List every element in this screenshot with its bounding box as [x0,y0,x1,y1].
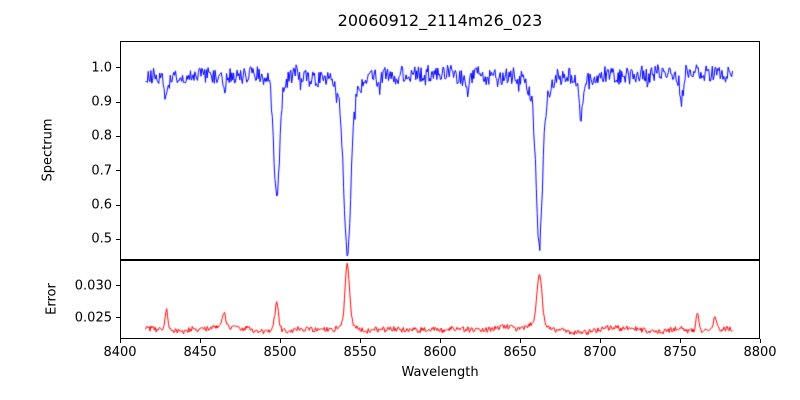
y-tick-label: 0.8 [91,128,112,144]
x-tick-mark [759,339,761,343]
y-tick-mark [116,101,120,103]
y-tick-label: 0.7 [91,163,112,179]
x-tick-mark [119,339,121,343]
x-tick-mark [279,339,281,343]
x-tick-mark [359,339,361,343]
y-tick-mark [116,135,120,137]
x-tick-mark [439,339,441,343]
y-tick-label: 0.9 [91,94,112,110]
y-tick-mark [116,67,120,69]
y-tick-mark [116,317,120,319]
y-tick-label: 0.030 [74,278,112,294]
spectrum-plot-area [120,41,760,260]
x-tick-label: 8750 [663,345,697,360]
x-tick-label: 8700 [583,345,617,360]
x-tick-label: 8450 [183,345,217,360]
x-tick-mark [679,339,681,343]
error-plot-area [120,260,760,339]
x-axis-label: Wavelength [401,365,479,380]
y-tick-mark [116,238,120,240]
x-tick-mark [519,339,521,343]
y-tick-mark [116,204,120,206]
x-tick-label: 8400 [103,345,137,360]
y-tick-label: 0.5 [91,231,112,247]
y-tick-mark [116,170,120,172]
y-tick-label: 0.6 [91,197,112,213]
y-tick-label: 1.0 [91,60,112,76]
y-tick-mark [116,285,120,287]
x-tick-mark [599,339,601,343]
x-tick-label: 8650 [503,345,537,360]
x-tick-mark [199,339,201,343]
x-tick-label: 8550 [343,345,377,360]
x-tick-label: 8500 [263,345,297,360]
y-tick-label: 0.025 [74,310,112,326]
x-tick-label: 8800 [743,345,777,360]
plot-title: 20060912_2114m26_023 [337,11,543,30]
x-tick-label: 8600 [423,345,457,360]
